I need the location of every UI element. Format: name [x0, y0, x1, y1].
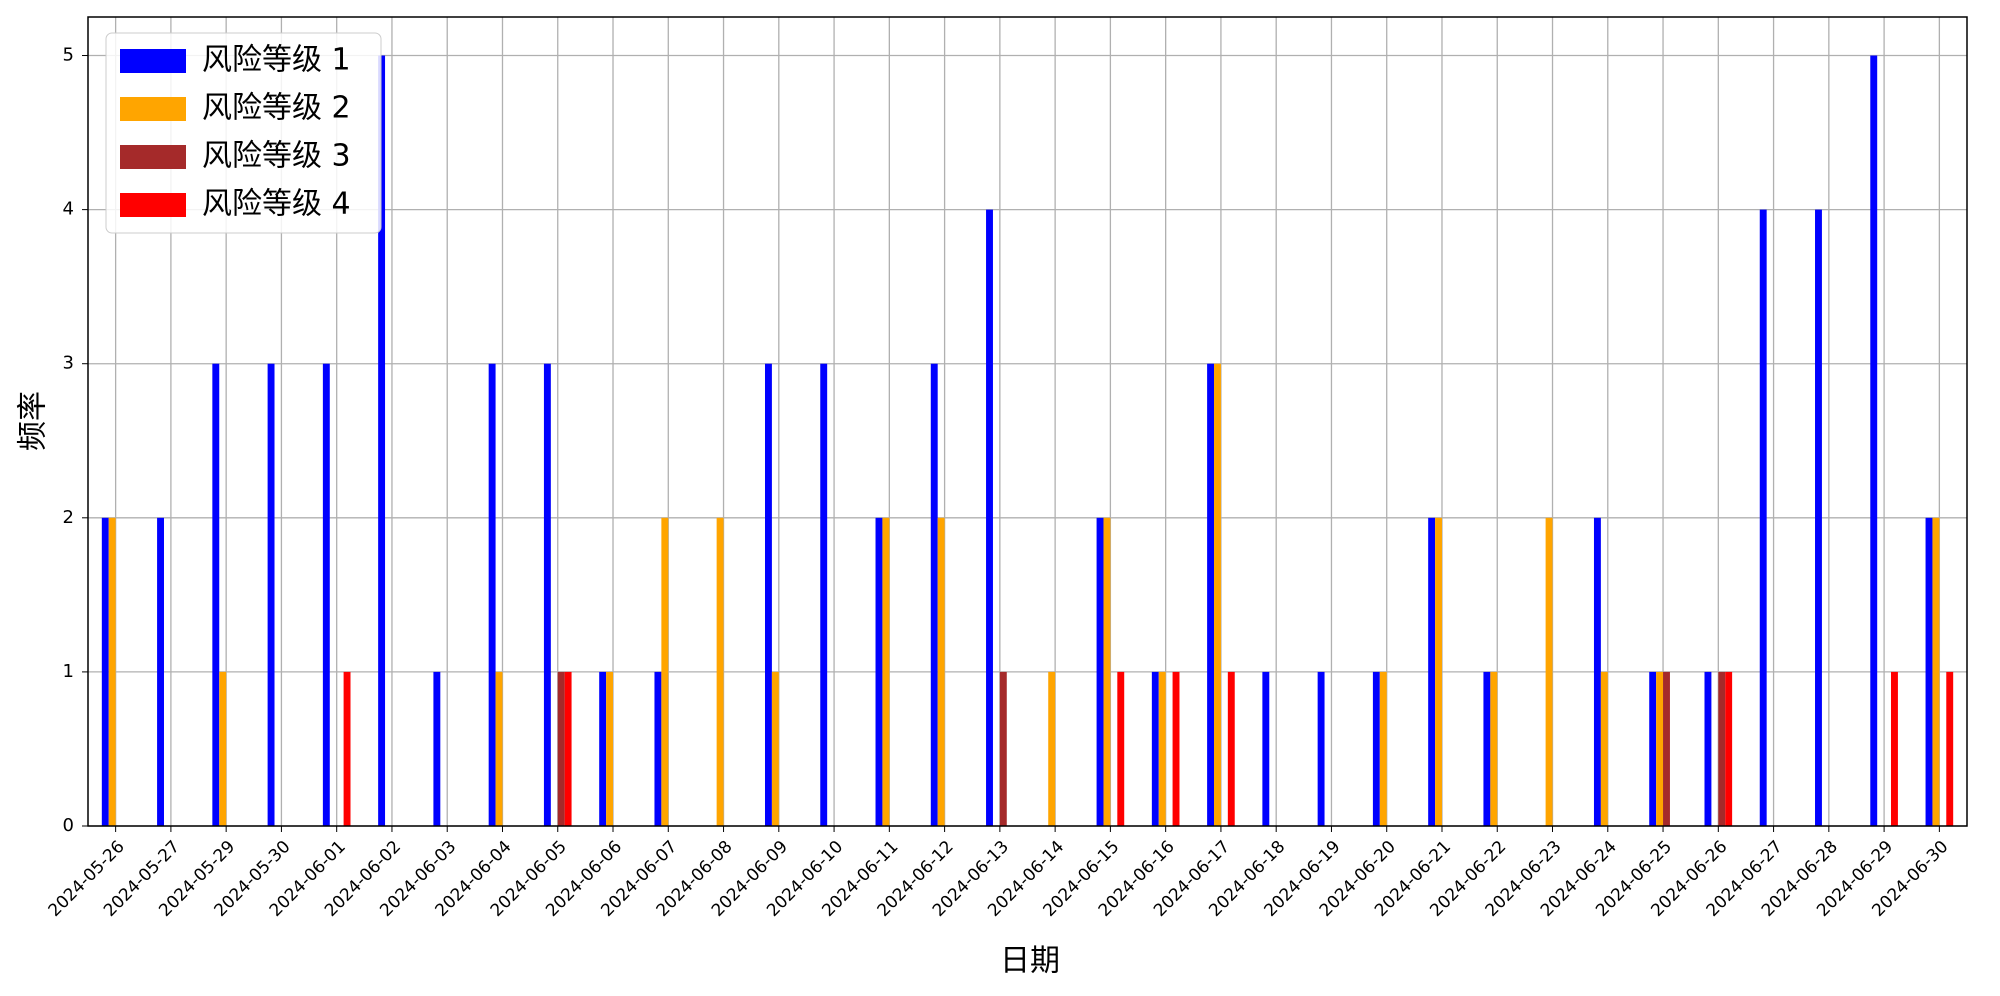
- bar: [101, 517, 109, 826]
- y-tick-label: 2: [63, 507, 74, 528]
- bar: [999, 671, 1007, 826]
- y-tick-label: 4: [63, 199, 74, 220]
- bar: [1946, 671, 1954, 826]
- bar: [937, 517, 945, 826]
- bar: [1103, 517, 1111, 826]
- legend-label: 风险等级 4: [202, 187, 351, 222]
- bar: [1490, 671, 1498, 826]
- bar: [219, 671, 227, 826]
- bar: [1379, 671, 1387, 826]
- bar: [1158, 671, 1166, 826]
- bar: [343, 671, 351, 826]
- bar: [322, 363, 330, 826]
- bar: [882, 517, 890, 826]
- legend-swatch: [120, 97, 186, 121]
- bar: [543, 363, 551, 826]
- bar: [986, 209, 993, 827]
- bar: [1663, 671, 1670, 826]
- bar: [661, 517, 669, 826]
- legend-label: 风险等级 1: [202, 43, 351, 78]
- bar: [1815, 209, 1822, 827]
- bar: [1262, 671, 1270, 826]
- y-tick-label: 5: [63, 45, 74, 66]
- bar: [495, 671, 503, 826]
- legend-swatch: [120, 193, 186, 217]
- bar: [1718, 671, 1726, 826]
- bar: [606, 671, 614, 826]
- bar: [1600, 671, 1608, 826]
- bar: [564, 671, 572, 826]
- bar: [771, 671, 779, 826]
- bar: [1593, 517, 1601, 826]
- bar: [1656, 671, 1664, 826]
- bar: [433, 671, 441, 826]
- bar: [157, 517, 164, 826]
- bar: [557, 671, 565, 826]
- bar: [716, 517, 724, 826]
- y-axis-label: 频率: [16, 391, 51, 451]
- bar: [1317, 671, 1325, 826]
- bar: [1932, 517, 1940, 826]
- legend-box: [105, 32, 382, 234]
- bar: [875, 517, 883, 826]
- bar: [212, 363, 220, 826]
- bar: [820, 363, 828, 826]
- bar: [1227, 671, 1235, 826]
- bar: [488, 363, 496, 826]
- bar: [1372, 671, 1380, 826]
- bar: [1704, 671, 1712, 826]
- bar: [1545, 517, 1553, 826]
- bar: [764, 363, 772, 826]
- bar: [1925, 517, 1933, 826]
- bar: [267, 363, 275, 826]
- bar: [1151, 671, 1159, 826]
- bar: [930, 363, 938, 826]
- bar: [1428, 517, 1436, 826]
- bar: [1483, 671, 1491, 826]
- y-tick-label: 1: [63, 661, 74, 682]
- legend-swatch: [120, 49, 186, 73]
- bar: [1870, 55, 1878, 827]
- bar: [1172, 671, 1180, 826]
- bar: [1725, 671, 1733, 826]
- bar: [1048, 671, 1056, 826]
- bar: [1759, 209, 1767, 827]
- legend-label: 风险等级 3: [202, 139, 351, 174]
- bar: [599, 671, 607, 826]
- bar: [1096, 517, 1104, 826]
- bar: [108, 517, 116, 826]
- legend-label: 风险等级 2: [202, 91, 351, 126]
- x-axis-label: 日期: [1000, 944, 1060, 979]
- legend-swatch: [120, 145, 186, 169]
- bar: [1207, 363, 1215, 826]
- bar: [1214, 363, 1221, 826]
- y-tick-label: 0: [63, 815, 74, 836]
- y-tick-label: 3: [63, 353, 74, 374]
- plot-frame: [87, 16, 1968, 827]
- bar: [1435, 517, 1442, 826]
- bar: [1117, 671, 1125, 826]
- bar: [378, 55, 386, 827]
- bar: [654, 671, 662, 826]
- bar: [1649, 671, 1657, 826]
- bar: [1891, 671, 1898, 826]
